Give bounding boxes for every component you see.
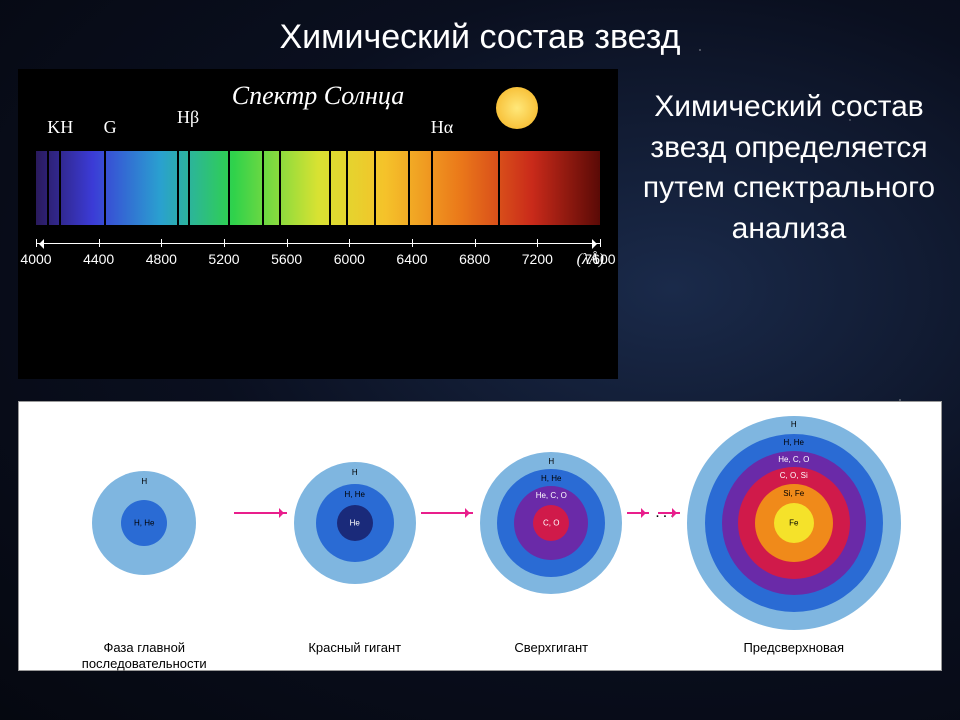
axis-tick [36,239,37,247]
absorption-line [177,151,179,225]
phase-layer-label: H [791,420,797,429]
phase-name-label: Красный гигант [308,640,401,656]
phase-layer: H, He [121,500,167,546]
absorption-line [374,151,376,225]
phase-rings: H H, He He [294,416,416,630]
phase-layer-label: H, He [541,474,561,483]
phase-name-label: Фаза главной последовательности [59,640,229,671]
phase-layer-label: Si, Fe [783,489,804,498]
absorption-line [228,151,230,225]
phase-rings: H H, He He, C, O C, O [480,416,622,630]
phase-3: H H, He He, C, O C, O, Si Si, Fe Fe Предсверхн… [687,416,901,656]
axis-tick-label: 5200 [208,251,239,267]
phase-layer-label: H, He [345,490,365,499]
axis-tick [349,239,350,247]
spectrum-panel: Спектр Солнца KHGHβHα (λÅ) 4000440048005… [18,69,618,379]
absorption-line [329,151,331,225]
phase-layer-label: H [352,468,358,477]
absorption-line [262,151,264,225]
spectrum-line-labels: KHGHβHα [36,117,600,145]
top-row: Спектр Солнца KHGHβHα (λÅ) 4000440048005… [0,69,960,379]
phase-2: H H, He He, C, O C, O Сверхгигант [480,416,622,656]
side-text: Химический состав звезд определяется пут… [636,69,942,379]
phase-layer-label: He [350,519,360,528]
phase-0: H H, He Фаза главной последовательности [59,416,229,671]
spectral-line-label: KH [47,117,73,138]
absorption-line [47,151,49,225]
absorption-line [431,151,433,225]
phase-arrow [234,512,287,514]
axis-tick-label: 7600 [584,251,615,267]
phase-layer-label: H [141,477,147,486]
axis-tick-label: 6800 [459,251,490,267]
axis-tick-label: 4800 [146,251,177,267]
phase-arrow [627,512,649,514]
spectral-line-label: Hβ [177,107,199,128]
spectral-line-label: Hα [431,117,453,138]
spectrum-bar [36,151,600,225]
absorption-line [408,151,410,225]
phase-name-label: Сверхгигант [514,640,588,656]
phase-layer-label: Fe [789,519,798,528]
axis-tick [537,239,538,247]
phase-layer-label: H, He [784,438,804,447]
axis-tick-label: 5600 [271,251,302,267]
phase-name-label: Предсверхновая [743,640,844,656]
axis-tick [475,239,476,247]
phase-layer-label: He, C, O [778,455,809,464]
axis-tick-label: 6000 [334,251,365,267]
spectrum-axis: (λÅ) 40004400480052005600600064006800720… [36,235,600,275]
phase-layer: C, O [533,505,569,541]
axis-tick-label: 4400 [83,251,114,267]
axis-tick-label: 4000 [20,251,51,267]
axis-tick [161,239,162,247]
phase-layer: Fe [774,503,814,543]
page-title: Химический состав звезд [0,0,960,69]
phase-layer: He [337,505,373,541]
axis-tick-label: 7200 [522,251,553,267]
axis-tick [412,239,413,247]
absorption-line [104,151,106,225]
phase-rings: H H, He [92,416,196,630]
phase-layer-label: C, O, Si [780,471,808,480]
spectral-line-label: G [104,117,117,138]
phase-1: H H, He He Красный гигант [294,416,416,656]
axis-tick-label: 6400 [396,251,427,267]
phase-layer-label: He, C, O [536,491,567,500]
phase-layer-label: H [548,457,554,466]
axis-tick [287,239,288,247]
phase-layer-label: C, O [543,519,559,528]
axis-tick [224,239,225,247]
absorption-line [346,151,348,225]
phase-arrow [421,512,474,514]
phase-rings: H H, He He, C, O C, O, Si Si, Fe Fe [687,416,901,630]
absorption-line [279,151,281,225]
phase-arrow [658,512,680,514]
absorption-line [188,151,190,225]
axis-line [36,243,600,244]
phase-layer-label: H, He [134,519,154,528]
absorption-line [59,151,61,225]
axis-tick [99,239,100,247]
phases-panel: H H, He Фаза главной последовательности H H,… [18,401,942,671]
axis-tick [600,239,601,247]
absorption-line [498,151,500,225]
